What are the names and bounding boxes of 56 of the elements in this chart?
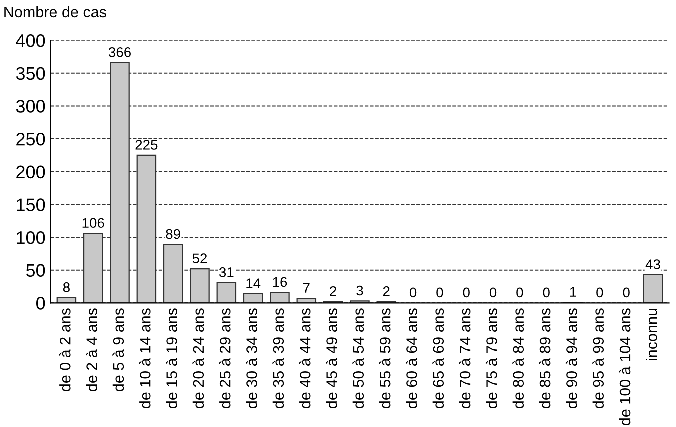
x-tick-label: de 65 à 69 ans (432, 308, 444, 408)
y-tick-label: 400 (16, 34, 46, 48)
data-label: 0 (463, 288, 470, 298)
y-tick-label: 0 (36, 297, 46, 310)
x-tick-label: de 25 à 29 ans (219, 308, 231, 408)
data-label: 0 (623, 288, 630, 298)
data-label: 0 (410, 288, 417, 298)
data-label: 1 (570, 287, 576, 297)
data-label: 16 (273, 277, 288, 288)
x-tick-label: de 95 à 99 ans (592, 308, 604, 408)
x-tick-label: de 5 à 9 ans (112, 308, 124, 392)
x-tick-label: de 80 à 84 ans (512, 308, 524, 408)
y-axis-title: Nombre de cas (4, 6, 106, 18)
data-label: 7 (304, 283, 310, 293)
data-label: 0 (490, 288, 497, 298)
data-label: 0 (516, 288, 524, 298)
x-tick-label: de 35 à 39 ans (272, 308, 284, 408)
y-tick-label: 250 (16, 132, 46, 146)
data-label: 89 (166, 229, 180, 240)
data-label: 3 (356, 286, 364, 296)
x-tick-label: de 55 à 59 ans (379, 308, 391, 408)
x-tick-label: inconnu (646, 309, 658, 361)
y-tick-label: 200 (16, 166, 46, 179)
data-label: 14 (246, 278, 261, 288)
data-label: 0 (596, 288, 604, 298)
y-tick-label: 100 (17, 231, 46, 244)
data-label: 0 (436, 288, 444, 298)
y-tick-label: 150 (17, 198, 46, 212)
x-tick-label: de 100 à 104 ans (619, 308, 631, 426)
data-label: 31 (219, 267, 234, 278)
data-label: 52 (192, 254, 208, 264)
x-tick-label: de 20 à 24 ans (192, 308, 204, 408)
data-label: 106 (82, 218, 104, 228)
x-tick-label: de 90 à 94 ans (566, 308, 578, 408)
y-tick-label: 350 (16, 67, 46, 80)
x-tick-label: de 0 à 2 ans (59, 308, 71, 392)
y-tick-label: 50 (26, 264, 46, 278)
x-tick-label: de 45 à 49 ans (326, 308, 338, 408)
x-tick-label: de 30 à 34 ans (246, 308, 258, 408)
data-label: 366 (108, 48, 131, 58)
x-tick-label: de 70 à 74 ans (459, 308, 471, 408)
x-tick-label: de 50 à 54 ans (352, 308, 364, 408)
data-label: 43 (646, 260, 660, 270)
y-tick-label: 300 (16, 100, 46, 113)
data-label: 2 (330, 286, 336, 296)
x-tick-label: de 2 à 4 ans (86, 308, 98, 392)
data-label: 0 (543, 288, 550, 298)
data-label: 8 (63, 282, 70, 292)
x-tick-label: de 40 à 44 ans (299, 308, 311, 408)
x-tick-label: de 85 à 89 ans (539, 308, 551, 408)
x-tick-label: de 10 à 14 ans (139, 308, 151, 408)
data-label: 2 (383, 286, 390, 296)
x-tick-label: de 60 à 64 ans (406, 308, 418, 408)
x-tick-label: de 75 à 79 ans (486, 308, 498, 408)
data-label: 225 (136, 140, 158, 150)
x-tick-label: de 15 à 19 ans (166, 308, 178, 408)
